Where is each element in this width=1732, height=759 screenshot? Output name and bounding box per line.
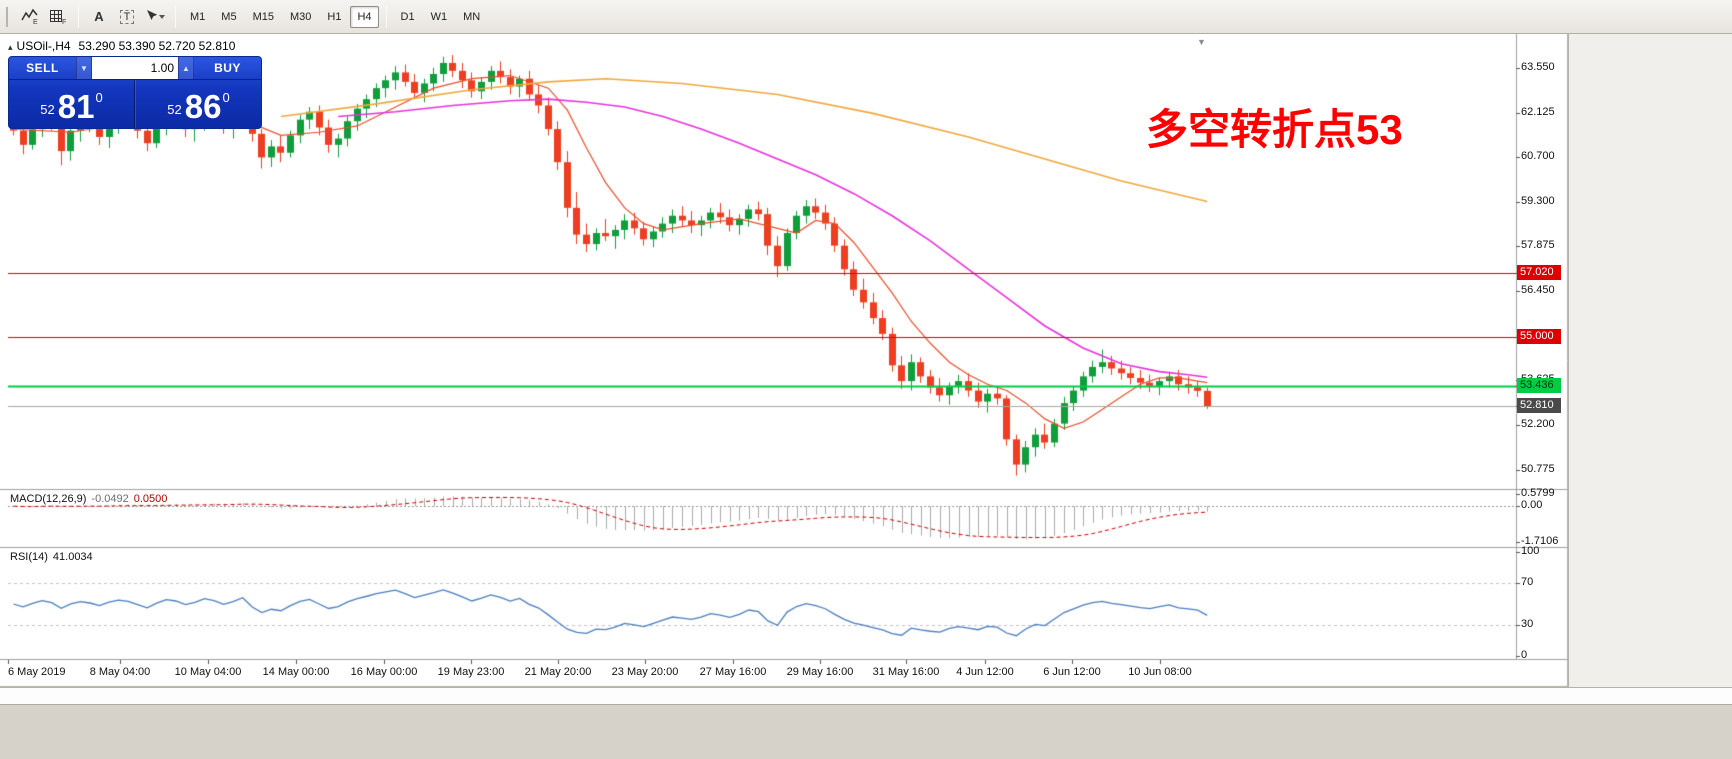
text-label-tool-label: A xyxy=(94,9,104,24)
profile-chart-icon[interactable]: E xyxy=(17,5,43,29)
time-axis-label: 19 May 23:00 xyxy=(437,666,505,678)
text-tool[interactable]: T xyxy=(114,5,140,29)
chart-shift-marker-icon[interactable]: ▼ xyxy=(1197,37,1206,47)
price-axis-label: 52.200 xyxy=(1521,418,1555,431)
status-strip xyxy=(0,687,1732,704)
buy-price-button[interactable]: 52 86 0 xyxy=(135,80,261,128)
buy-price-pip: 0 xyxy=(222,90,230,105)
timeframe-button-h4[interactable]: H4 xyxy=(350,5,379,28)
window-bottom-area xyxy=(0,704,1732,759)
timeframe-button-m15[interactable]: M15 xyxy=(252,10,274,23)
buy-price-big: 86 xyxy=(184,87,222,125)
price-line-badge: 57.020 xyxy=(1517,265,1561,281)
rsi-axis-label: 0 xyxy=(1521,649,1528,661)
macd-header: MACD(12,26,9) -0.0492 0.0500 xyxy=(10,493,167,505)
sell-price-pip: 0 xyxy=(95,90,103,105)
symbol-name: USOil-,H4 xyxy=(16,39,71,53)
sell-price-big: 81 xyxy=(57,87,95,125)
sell-button[interactable]: SELL xyxy=(26,61,59,75)
symbol-header: ▴ USOil-,H4 53.290 53.390 52.720 52.810 xyxy=(8,39,235,53)
timeframe-button-m5[interactable]: M5 xyxy=(221,10,237,23)
rsi-header: RSI(14) 41.0034 xyxy=(10,551,93,563)
chart-text-annotation: 多空转折点53 xyxy=(1146,106,1403,153)
volume-input[interactable] xyxy=(92,57,178,79)
volume-spinner-up-icon[interactable]: ▲ xyxy=(178,57,194,79)
text-label-tool[interactable]: A xyxy=(86,5,112,29)
macd-axis-label: -1.7106 xyxy=(1521,535,1559,547)
svg-text:F: F xyxy=(62,19,66,25)
price-axis-label: 59.300 xyxy=(1521,194,1555,207)
rsi-value: 41.0034 xyxy=(52,551,93,563)
toolbar-separator xyxy=(385,5,387,28)
time-axis-label: 29 May 16:00 xyxy=(786,666,854,678)
macd-signal-value: 0.0500 xyxy=(133,493,168,505)
time-axis-label: 10 Jun 08:00 xyxy=(1128,666,1192,678)
drawing-tools-icon[interactable] xyxy=(142,5,168,29)
price-line-badge: 52.810 xyxy=(1517,397,1561,413)
timeframe-button-d1[interactable]: D1 xyxy=(400,10,415,23)
time-axis-label: 8 May 04:00 xyxy=(89,666,151,678)
time-axis-label: 16 May 00:00 xyxy=(350,666,418,678)
rsi-name: RSI(14) xyxy=(10,551,48,563)
price-axis-label: 57.875 xyxy=(1521,239,1555,252)
price-line-badge: 53.436 xyxy=(1517,378,1561,394)
trade-panel-collapse-icon[interactable]: ▴ xyxy=(8,42,13,52)
timeframe-button-m30[interactable]: M30 xyxy=(289,10,312,23)
time-axis-label: 4 Jun 12:00 xyxy=(956,666,1014,678)
time-axis-label: 31 May 16:00 xyxy=(872,666,940,678)
timeframe-button-mn[interactable]: MN xyxy=(463,10,481,23)
time-axis-label: 10 May 04:00 xyxy=(174,666,242,678)
trade-panel-prices: 52 81 0 52 86 0 xyxy=(9,80,261,128)
symbol-ohlc: 53.290 53.390 52.720 52.810 xyxy=(78,39,236,53)
svg-text:E: E xyxy=(33,19,38,25)
timeframe-button-h1[interactable]: H1 xyxy=(327,10,342,23)
rsi-axis-label: 30 xyxy=(1521,617,1534,630)
trade-panel-top-row: SELL ▼ ▲ BUY xyxy=(9,57,261,80)
price-axis-label: 60.700 xyxy=(1521,150,1555,163)
price-axis-label: 50.775 xyxy=(1521,463,1555,476)
chart-window: ▼ ▴ USOil-,H4 53.290 53.390 52.720 52.810 … xyxy=(0,34,1568,687)
toolbar-grip[interactable] xyxy=(6,6,11,27)
rsi-axis-label: 70 xyxy=(1521,576,1534,589)
one-click-trade-panel: SELL ▼ ▲ BUY 52 81 0 52 86 0 xyxy=(8,56,262,129)
time-axis-label: 23 May 20:00 xyxy=(611,666,679,678)
price-axis-label: 56.450 xyxy=(1521,284,1555,297)
price-axis-label: 63.550 xyxy=(1521,60,1555,73)
toolbar-separator xyxy=(175,5,176,28)
indicator-window-icon[interactable]: F xyxy=(45,5,71,29)
rsi-axis-label: 100 xyxy=(1521,545,1540,557)
time-axis-label: 6 May 2019 xyxy=(8,666,66,678)
workspace-background xyxy=(1568,34,1732,687)
time-axis-label: 6 Jun 12:00 xyxy=(1043,666,1101,678)
main-toolbar: E F A T M1 M5 M15 M30 H1 H4 D1 W1 MN xyxy=(0,0,1732,34)
price-axis-label: 62.125 xyxy=(1521,105,1555,118)
macd-hist-value: -0.0492 xyxy=(91,493,129,505)
volume-dropdown-icon[interactable]: ▼ xyxy=(76,57,92,79)
toolbar-separator xyxy=(78,5,79,28)
time-axis-label: 27 May 16:00 xyxy=(699,666,767,678)
macd-axis-label: 0.00 xyxy=(1521,499,1543,512)
timeframe-button-w1[interactable]: W1 xyxy=(430,10,448,23)
chart-canvas[interactable] xyxy=(0,34,1568,687)
time-axis-label: 14 May 00:00 xyxy=(262,666,330,678)
timeframe-button-m1[interactable]: M1 xyxy=(190,10,206,23)
sell-price-button[interactable]: 52 81 0 xyxy=(9,80,135,128)
buy-price-prefix: 52 xyxy=(167,102,182,117)
time-axis-label: 21 May 20:00 xyxy=(524,666,592,678)
price-line-badge: 55.000 xyxy=(1517,329,1561,344)
sell-price-prefix: 52 xyxy=(40,102,55,117)
text-tool-label: T xyxy=(119,9,135,24)
macd-axis-label: 0.5799 xyxy=(1521,487,1555,499)
buy-button[interactable]: BUY xyxy=(214,61,241,75)
macd-name: MACD(12,26,9) xyxy=(10,493,87,505)
